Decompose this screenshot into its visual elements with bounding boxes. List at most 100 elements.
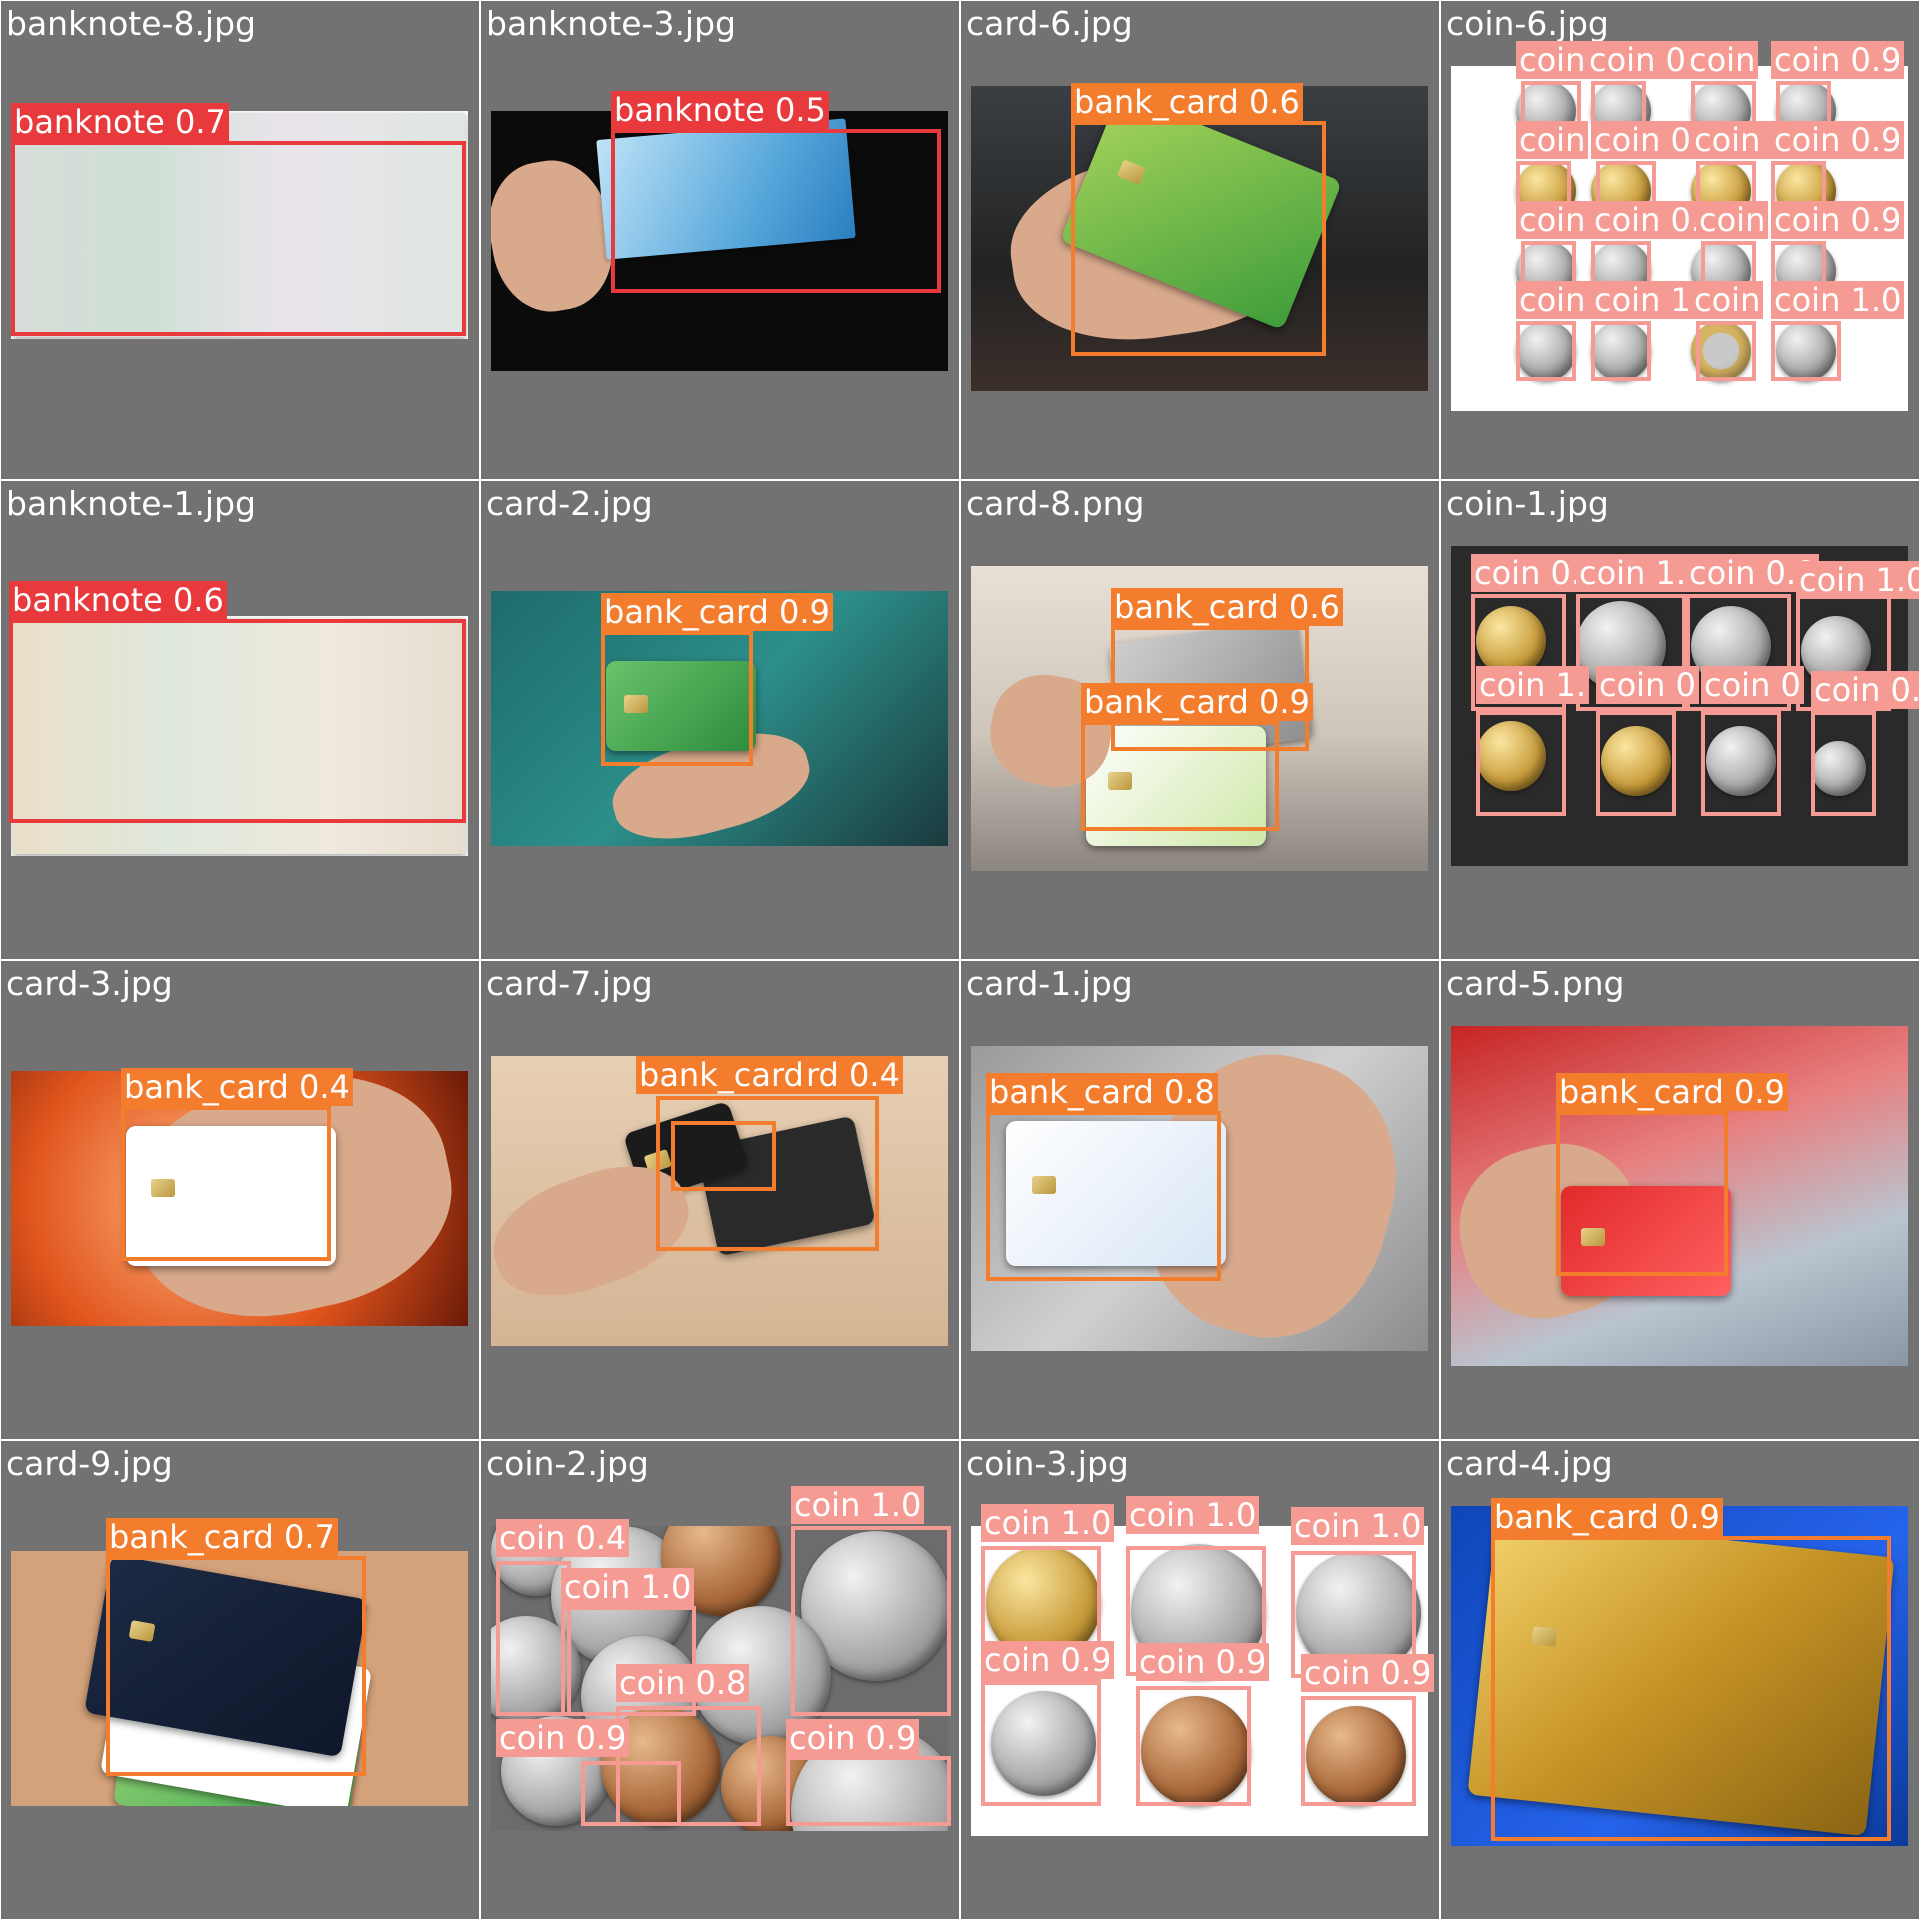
- detection-class: coin: [1304, 1654, 1371, 1692]
- photo: [11, 1551, 468, 1806]
- detection-box: [1576, 594, 1686, 711]
- detection-class: coin: [1699, 201, 1766, 239]
- detection-class: coin: [1519, 201, 1586, 239]
- coin-photo: [1706, 726, 1776, 796]
- detection-box: [656, 1096, 879, 1251]
- card-photo: [1006, 1121, 1226, 1266]
- detection-score: 0.8: [1164, 1073, 1215, 1111]
- tile-title: card-9.jpg: [6, 1444, 173, 1483]
- detection-class: coin: [1139, 1643, 1206, 1681]
- tile: card-9.jpg bank_card 0.7: [0, 1440, 480, 1920]
- coin-photo: [1306, 1706, 1406, 1806]
- detection-box: [1596, 711, 1676, 816]
- detection-class: bank_card: [109, 1518, 274, 1556]
- tile-title: card-2.jpg: [486, 484, 653, 523]
- photo: [11, 616, 468, 856]
- tile-title: card-3.jpg: [6, 964, 173, 1003]
- photo: [971, 566, 1428, 871]
- detection-label: coin 0.9: [1771, 41, 1905, 79]
- card-chip: [151, 1179, 176, 1198]
- detection-score: 1.: [1655, 554, 1687, 592]
- detection-label: bank_card 0.7: [106, 1518, 338, 1556]
- detection-label: coin 0.9: [981, 1641, 1115, 1679]
- detection-class: coin: [1694, 281, 1761, 319]
- detection-box: [611, 129, 941, 293]
- tile: card-6.jpg bank_card 0.6: [960, 0, 1440, 480]
- detection-class: bank_card: [639, 1056, 804, 1094]
- detection-box: [1696, 321, 1756, 381]
- detection-box: [1476, 711, 1566, 816]
- detection-box: [106, 1556, 366, 1776]
- detection-box: [791, 1526, 951, 1716]
- detection-box: [581, 1761, 681, 1826]
- coin-photo: [1476, 721, 1546, 791]
- detection-box: [1701, 711, 1781, 816]
- detection-label: bank_card 0.9: [601, 593, 833, 631]
- detection-score: 0.4: [849, 1056, 900, 1094]
- detection-score: 0.9: [1669, 1498, 1720, 1536]
- detection-box: [981, 1681, 1101, 1806]
- detection-score: 0.6: [1249, 83, 1300, 121]
- detection-label: bank_card 0.8: [986, 1073, 1218, 1111]
- tile: coin-6.jpg coin coin 0. coin coin 0.9 coin coi…: [1440, 0, 1920, 480]
- banknote-photo: [13, 618, 466, 854]
- detection-score: 0.6: [173, 581, 224, 619]
- detection-box: [121, 1106, 331, 1261]
- detection-box: [1596, 161, 1656, 206]
- detection-class: coin: [1589, 41, 1656, 79]
- detection-box: [1556, 1111, 1728, 1276]
- tile: card-4.jpg bank_card 0.9: [1440, 1440, 1920, 1920]
- photo: [11, 111, 468, 339]
- detection-label: coin 1.: [1476, 666, 1590, 704]
- detection-label: bank_card 0.9: [1491, 1498, 1723, 1536]
- detection-score: 1.: [1555, 666, 1587, 704]
- detection-label: bank_card 0.6: [1071, 83, 1303, 121]
- detection-class: coin: [1594, 201, 1661, 239]
- detection-label: bank_card 0.9: [1556, 1073, 1788, 1111]
- detection-box: [1591, 321, 1651, 381]
- tile: banknote-8.jpg banknote 0.7: [0, 0, 480, 480]
- detection-score: 0.9: [779, 593, 830, 631]
- detection-label: coin 0.9: [1301, 1654, 1435, 1692]
- detection-label: coin 0.: [1586, 41, 1700, 79]
- coin-photo: [1691, 321, 1751, 381]
- detection-class: coin: [1774, 121, 1841, 159]
- tile: card-2.jpg bank_card 0.9: [480, 480, 960, 960]
- coin-photo: [1776, 321, 1836, 381]
- tile-title: banknote-8.jpg: [6, 4, 256, 43]
- detection-class: coin: [1599, 666, 1666, 704]
- detection-class: banknote: [14, 103, 165, 141]
- banknote-photo: [13, 113, 466, 337]
- tile: card-5.png bank_card 0.9: [1440, 960, 1920, 1440]
- coin-photo: [1516, 321, 1576, 381]
- detection-class: bank_card: [1084, 683, 1249, 721]
- card-chip: [1581, 1227, 1606, 1246]
- detection-score: 0.4: [299, 1068, 350, 1106]
- detection-label: coin: [1696, 201, 1769, 239]
- detection-score: 0.9: [1734, 1073, 1785, 1111]
- detection-score: 0: [1675, 666, 1696, 704]
- detection-class: bank_card: [1494, 1498, 1659, 1536]
- detection-class: coin: [1799, 561, 1866, 599]
- photo: [491, 111, 948, 371]
- detection-label: coin 0: [1701, 666, 1804, 704]
- tile-title: banknote-1.jpg: [6, 484, 256, 523]
- detection-class: coin: [1579, 554, 1646, 592]
- card-photo: [1086, 726, 1266, 846]
- detection-class: coin: [1704, 666, 1771, 704]
- detection-box: [1081, 721, 1279, 831]
- detection-label: coin 1.0: [561, 1568, 695, 1606]
- tile-title: banknote-3.jpg: [486, 4, 736, 43]
- tile: coin-3.jpg coin 1.0 coin 1.0 coin 1.0 coin 0…: [960, 1440, 1440, 1920]
- coin-photo: [1811, 741, 1866, 796]
- detection-score: 0.5: [775, 91, 826, 129]
- detection-class: coin: [984, 1641, 1051, 1679]
- tile: card-8.png bank_card 0.6 bank_card 0.9: [960, 480, 1440, 960]
- detection-score: 1.0: [1370, 1507, 1422, 1545]
- detection-class: coin: [1594, 281, 1661, 319]
- detection-label: coin: [1516, 41, 1589, 79]
- detection-label: coin 0.9: [786, 1719, 920, 1757]
- detection-class: coin: [1474, 554, 1541, 592]
- detection-class: coin: [1519, 121, 1586, 159]
- detection-label: banknote 0.5: [611, 91, 829, 129]
